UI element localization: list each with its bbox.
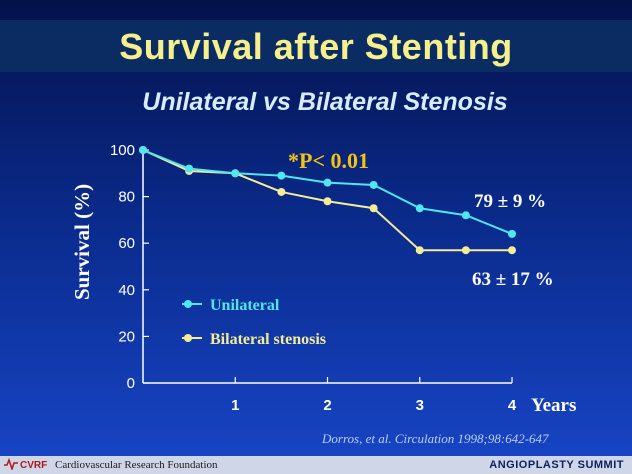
unilateral-data-point <box>323 178 332 187</box>
legend-label-unilateral: Unilateral <box>210 297 280 314</box>
bilateral-stenosis-data-point <box>369 204 378 213</box>
citation: Dorros, et al. Circulation 1998;98:642-6… <box>322 431 549 446</box>
bilateral-annotation: 63 ± 17 % <box>472 269 554 290</box>
legend-label-bilateral-stenosis: Bilateral stenosis <box>210 331 326 348</box>
footer-event: ANGIOPLASTY SUMMIT <box>489 459 624 471</box>
legend-marker-unilateral <box>184 300 192 308</box>
cvrf-logo-text: CVRF <box>20 459 48 471</box>
x-tick-label: 2 <box>323 397 331 414</box>
unilateral-data-point <box>461 211 470 220</box>
heartbeat-icon <box>4 457 18 473</box>
y-tick-label: 40 <box>118 282 135 299</box>
y-axis-label: Survival (%) <box>70 183 94 300</box>
p-value-annotation: *P< 0.01 <box>288 148 369 173</box>
title-band <box>0 20 632 72</box>
bilateral-stenosis-data-point <box>508 246 516 255</box>
cvrf-logo: CVRF <box>4 457 48 473</box>
y-tick-label: 80 <box>118 189 135 206</box>
y-tick-label: 100 <box>110 142 135 159</box>
footer-org: Cardiovascular Research Foundation <box>55 459 218 471</box>
unilateral-data-point <box>369 180 378 189</box>
unilateral-data-point <box>277 171 286 180</box>
unilateral-data-point <box>139 146 147 154</box>
unilateral-data-point <box>231 169 240 178</box>
y-tick-label: 60 <box>118 235 135 252</box>
slide-subtitle: Unilateral vs Bilateral Stenosis <box>142 88 508 116</box>
y-tick-label: 0 <box>127 375 135 392</box>
unilateral-data-point <box>415 204 424 213</box>
footer-bar <box>0 456 632 474</box>
bilateral-stenosis-data-point <box>461 246 470 255</box>
slide-title: Survival after Stenting <box>119 26 513 67</box>
bilateral-stenosis-data-point <box>277 187 286 196</box>
bilateral-stenosis-data-point <box>415 246 424 255</box>
unilateral-annotation: 79 ± 9 % <box>474 191 547 212</box>
legend-marker-bilateral-stenosis <box>184 334 192 342</box>
x-tick-label: 1 <box>231 397 239 414</box>
x-axis-label: Years <box>531 395 577 416</box>
unilateral-data-point <box>508 229 516 238</box>
unilateral-data-point <box>185 164 194 173</box>
x-tick-label: 3 <box>416 397 424 414</box>
y-tick-label: 20 <box>118 328 135 345</box>
x-tick-label: 4 <box>508 397 517 414</box>
bilateral-stenosis-data-point <box>323 197 332 206</box>
